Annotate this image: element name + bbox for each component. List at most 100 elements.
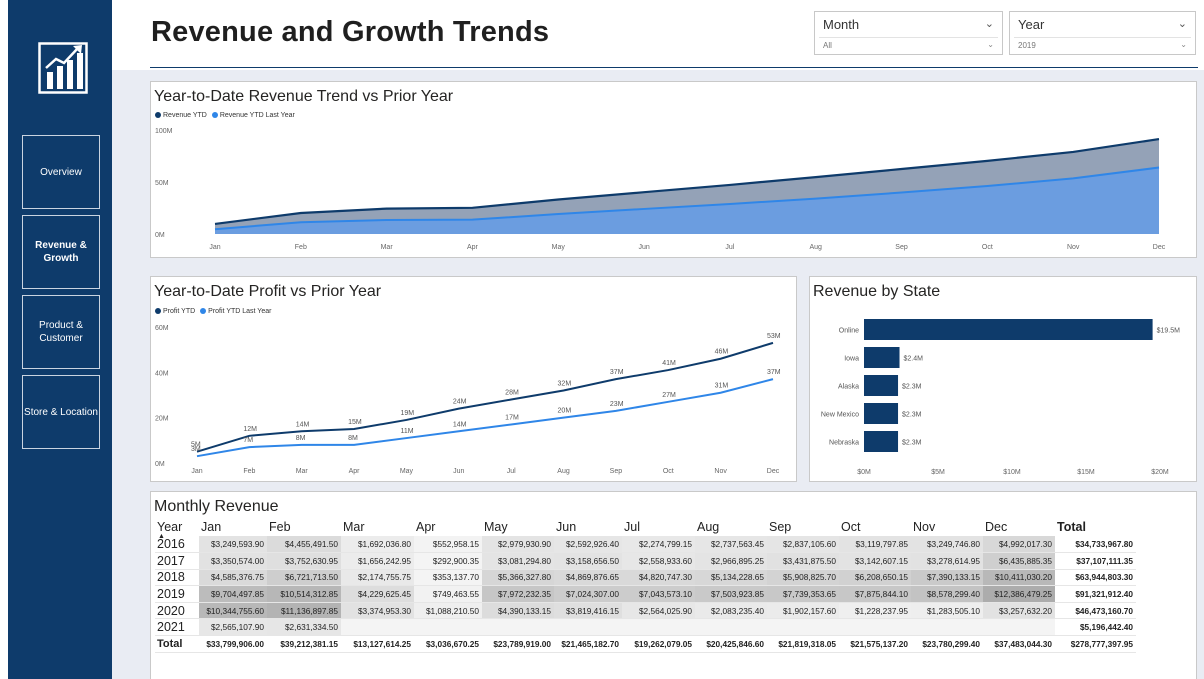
value-cell: $4,869,876.65	[554, 569, 622, 587]
data-label: $2.3M	[902, 384, 922, 391]
value-cell: $5,908,825.70	[767, 569, 839, 587]
value-cell: $2,837,105.60	[767, 536, 839, 554]
left-margin	[0, 0, 8, 679]
value-cell: $2,565,107.90	[199, 618, 267, 637]
value-cell: $5,134,228.65	[695, 569, 767, 587]
month-slicer-value[interactable]: All	[823, 41, 832, 50]
value-cell: $3,081,294.80	[482, 552, 554, 570]
y-tick-label: 40M	[155, 370, 169, 377]
value-cell: $353,137.70	[414, 569, 482, 587]
x-tick-label: Jul	[725, 244, 734, 251]
year-cell: 2018	[155, 569, 199, 587]
column-header[interactable]: Sep	[769, 520, 792, 534]
column-header[interactable]: Mar	[343, 520, 365, 534]
column-header[interactable]: Aug	[697, 520, 720, 534]
year-slicer-value[interactable]: 2019	[1018, 41, 1036, 50]
nav-product-customer[interactable]: Product & Customer	[22, 295, 100, 369]
value-cell: $7,503,923.85	[695, 585, 767, 603]
year-column-header[interactable]: Year ▲	[155, 518, 199, 540]
nav-overview[interactable]: Overview	[22, 135, 100, 209]
column-total-cell: $37,483,044.30	[983, 635, 1055, 653]
row-total-cell: $5,196,442.40	[1055, 618, 1136, 637]
category-label: Online	[839, 328, 859, 335]
monthly-revenue-table: Year ▲ Jan Feb Mar Apr May Jun Jul Aug Sep Oct Nov…	[155, 518, 1136, 653]
legend-label: Profit YTD	[163, 308, 196, 315]
x-tick-label: May	[552, 244, 566, 251]
column-total-cell: $21,575,137.20	[839, 635, 911, 653]
month-slicer[interactable]: Month ⌄ All ⌄	[814, 11, 1003, 55]
year-cell: 2020	[155, 602, 199, 620]
data-label: 53M	[767, 333, 781, 340]
profit-legend: Profit YTD Profit YTD Last Year	[155, 308, 271, 315]
data-label: 41M	[662, 360, 676, 367]
x-tick-label: $15M	[1077, 469, 1095, 476]
value-cell: $10,411,030.20	[983, 569, 1055, 587]
revenue-area-chart: 0M 50M 100M Jan Feb Mar Apr May Jun Jul Aug Sep Oct N…	[155, 128, 1166, 251]
x-tick-label: May	[400, 468, 414, 475]
column-header[interactable]: Jan	[201, 520, 222, 534]
column-header[interactable]: Dec	[985, 520, 1008, 534]
revenue-ly-line	[214, 166, 1160, 231]
x-tick-label: Apr	[467, 244, 479, 251]
value-cell: $1,088,210.50	[414, 602, 482, 620]
value-cell: $7,875,844.10	[839, 585, 911, 603]
x-tick-label: Sep	[610, 468, 623, 475]
value-cell: $292,900.35	[414, 552, 482, 570]
x-tick-label: Sep	[895, 244, 908, 251]
data-label: 28M	[505, 390, 519, 397]
value-cell: $10,344,755.60	[199, 602, 267, 620]
state-chart-title: Revenue by State	[813, 283, 941, 300]
data-label: 15M	[348, 419, 362, 426]
value-cell: $3,819,416.15	[554, 602, 622, 620]
y-tick-label: 0M	[155, 232, 165, 239]
data-label: $2.3M	[902, 440, 922, 447]
nav-revenue-growth[interactable]: Revenue & Growth	[22, 215, 100, 289]
value-cell: $12,386,479.25	[983, 585, 1055, 603]
column-header[interactable]: Apr	[416, 520, 436, 534]
column-header[interactable]: Feb	[269, 520, 291, 534]
value-cell: $3,249,593.90	[199, 536, 267, 554]
value-cell: $7,390,133.15	[911, 569, 983, 587]
x-tick-label: Jun	[453, 468, 464, 475]
y-tick-label: 100M	[155, 128, 173, 135]
value-cell: $6,208,650.15	[839, 569, 911, 587]
value-cell: $3,119,797.85	[839, 536, 911, 554]
sort-ascending-icon[interactable]: ▲	[158, 533, 165, 540]
column-header[interactable]: Jun	[556, 520, 577, 534]
value-cell: $2,274,799.15	[622, 536, 695, 554]
category-label: Alaska	[838, 384, 859, 391]
revenue-ly-area	[215, 167, 1159, 234]
column-total-cell: $3,036,670.25	[414, 635, 482, 653]
x-tick-label: $20M	[1151, 469, 1169, 476]
column-header[interactable]: Nov	[913, 520, 936, 534]
value-cell: $11,136,897.85	[267, 602, 341, 620]
state-bar-chart: Online $19.5M Iowa $2.4M Alaska $2.3M New Mexi…	[821, 319, 1180, 476]
chevron-down-icon[interactable]: ⌄	[1177, 18, 1187, 30]
profit-line-chart: 0M 20M 40M 60M 5M 12M 14M 15M 19M 24M 28M 32M 37M 41M…	[155, 325, 781, 475]
table-row: 2018 $4,585,376.75 $6,721,713.50 $2,174,755…	[155, 569, 1136, 587]
nav-store-location[interactable]: Store & Location	[22, 375, 100, 449]
slicer-divider	[819, 37, 998, 38]
column-header[interactable]: Oct	[841, 520, 861, 534]
data-label: $2.3M	[902, 412, 922, 419]
value-cell	[414, 618, 482, 637]
column-total-cell: $23,789,919.00	[482, 635, 554, 653]
column-header[interactable]: Jul	[624, 520, 640, 534]
value-cell: $7,043,573.10	[622, 585, 695, 603]
column-total-cell: $23,780,299.40	[911, 635, 983, 653]
x-tick-label: $0M	[857, 469, 871, 476]
value-cell: $3,431,875.50	[767, 552, 839, 570]
column-header[interactable]: May	[484, 520, 508, 534]
chevron-down-icon[interactable]: ⌄	[984, 18, 994, 30]
chevron-down-icon[interactable]: ⌄	[1180, 40, 1187, 49]
value-cell	[767, 618, 839, 637]
value-cell	[341, 618, 414, 637]
column-total-cell: $21,465,182.70	[554, 635, 622, 653]
column-header[interactable]: Total	[1057, 520, 1086, 534]
value-cell: $3,257,632.20	[983, 602, 1055, 620]
state-bar	[864, 431, 899, 452]
data-label: 46M	[715, 349, 729, 356]
chevron-down-icon[interactable]: ⌄	[987, 40, 994, 49]
year-slicer[interactable]: Year ⌄ 2019 ⌄	[1009, 11, 1196, 55]
row-total-cell: $63,944,803.30	[1055, 569, 1136, 587]
